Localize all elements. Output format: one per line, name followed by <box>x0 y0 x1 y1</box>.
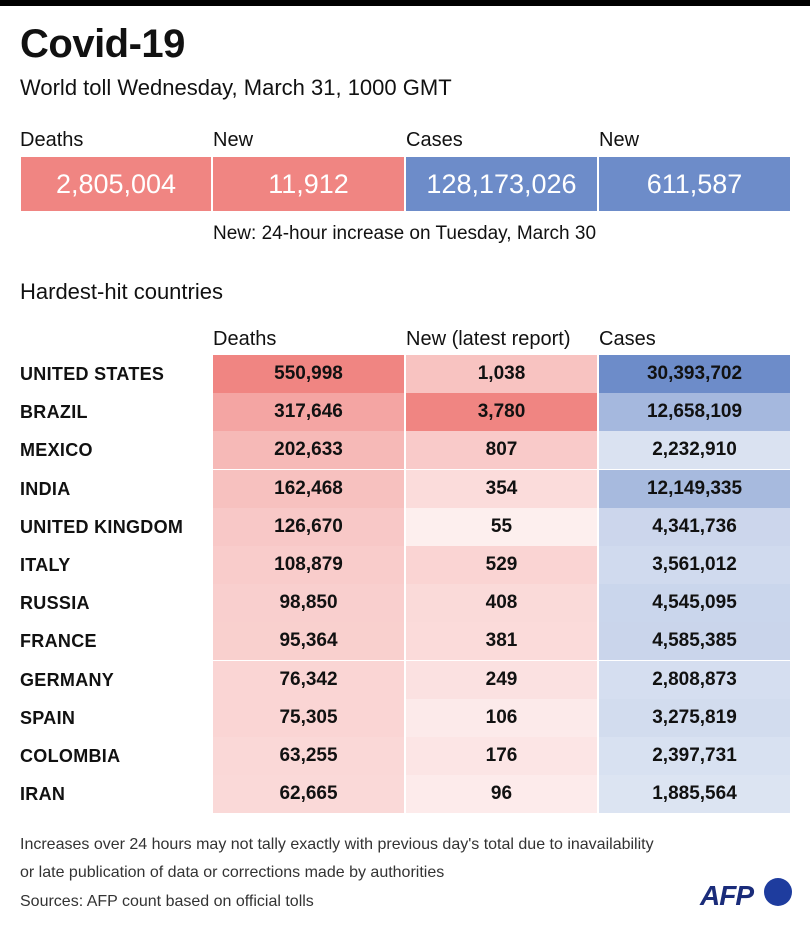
summary-deaths-label: Deaths <box>20 129 84 151</box>
country-name: UNITED KINGDOM <box>20 516 184 537</box>
country-name: RUSSIA <box>20 593 90 614</box>
summary-new-deaths-label: New <box>213 129 254 151</box>
cell-deaths: 550,998 <box>213 355 404 393</box>
country-name: BRAZIL <box>20 402 88 423</box>
cell-deaths: 75,305 <box>213 698 404 737</box>
cell-new: 96 <box>406 775 597 814</box>
summary-cases-label: Cases <box>406 129 463 151</box>
country-name: FRANCE <box>20 631 97 652</box>
column-header-deaths: Deaths <box>213 328 277 350</box>
summary-note: New: 24-hour increase on Tuesday, March … <box>213 223 597 244</box>
country-name: GERMANY <box>20 669 115 690</box>
cell-new: 249 <box>406 660 597 699</box>
section-title: Hardest-hit countries <box>20 279 223 304</box>
cell-cases: 2,397,731 <box>599 737 790 775</box>
top-bar <box>0 0 810 6</box>
cell-new: 354 <box>406 469 597 508</box>
cell-deaths: 62,665 <box>213 775 404 814</box>
cell-cases: 2,808,873 <box>599 660 790 699</box>
cell-cases: 3,561,012 <box>599 546 790 584</box>
cell-deaths: 95,364 <box>213 622 404 661</box>
summary-deaths-value: 2,805,004 <box>21 157 211 211</box>
cell-deaths: 63,255 <box>213 737 404 775</box>
column-header-cases: Cases <box>599 328 656 350</box>
cell-cases: 12,149,335 <box>599 469 790 508</box>
page-subtitle: World toll Wednesday, March 31, 1000 GMT <box>20 75 452 100</box>
summary-new-cases-value: 611,587 <box>599 157 790 211</box>
cell-new: 106 <box>406 698 597 737</box>
afp-logo-text: AFP <box>700 880 754 911</box>
country-name: MEXICO <box>20 440 93 461</box>
cell-deaths: 317,646 <box>213 393 404 432</box>
cell-new: 1,038 <box>406 355 597 393</box>
footnote-sources: Sources: AFP count based on official tol… <box>20 893 314 910</box>
cell-deaths: 202,633 <box>213 431 404 470</box>
cell-cases: 2,232,910 <box>599 431 790 470</box>
cell-deaths: 126,670 <box>213 507 404 546</box>
cell-cases: 4,545,095 <box>599 584 790 623</box>
column-header-new: New (latest report) <box>406 328 571 350</box>
cell-deaths: 108,879 <box>213 546 404 584</box>
cell-cases: 1,885,564 <box>599 775 790 814</box>
cell-new: 3,780 <box>406 393 597 432</box>
cell-deaths: 162,468 <box>213 469 404 508</box>
cell-new: 176 <box>406 737 597 775</box>
cell-new: 807 <box>406 431 597 470</box>
country-name: COLOMBIA <box>20 746 121 766</box>
cell-cases: 12,658,109 <box>599 393 790 432</box>
cell-deaths: 98,850 <box>213 584 404 623</box>
cell-deaths: 76,342 <box>213 660 404 699</box>
cell-new: 381 <box>406 622 597 661</box>
country-name: IRAN <box>20 784 66 805</box>
cell-cases: 3,275,819 <box>599 698 790 737</box>
cell-new: 529 <box>406 546 597 584</box>
summary-new-cases-label: New <box>599 129 640 151</box>
summary-new-deaths-value: 11,912 <box>213 157 404 211</box>
country-name: INDIA <box>20 478 71 499</box>
cell-cases: 30,393,702 <box>599 355 790 393</box>
country-name: SPAIN <box>20 707 76 728</box>
country-name: UNITED STATES <box>20 364 165 384</box>
afp-logo-circle <box>764 878 792 906</box>
country-name: ITALY <box>20 555 71 575</box>
page-title: Covid-19 <box>20 22 185 66</box>
cell-cases: 4,341,736 <box>599 507 790 546</box>
cell-new: 408 <box>406 584 597 623</box>
cell-cases: 4,585,385 <box>599 622 790 661</box>
footnote-line-1: Increases over 24 hours may not tally ex… <box>20 836 654 853</box>
cell-new: 55 <box>406 507 597 546</box>
footnote-line-2: or late publication of data or correctio… <box>20 864 445 881</box>
summary-cases-value: 128,173,026 <box>406 157 597 211</box>
